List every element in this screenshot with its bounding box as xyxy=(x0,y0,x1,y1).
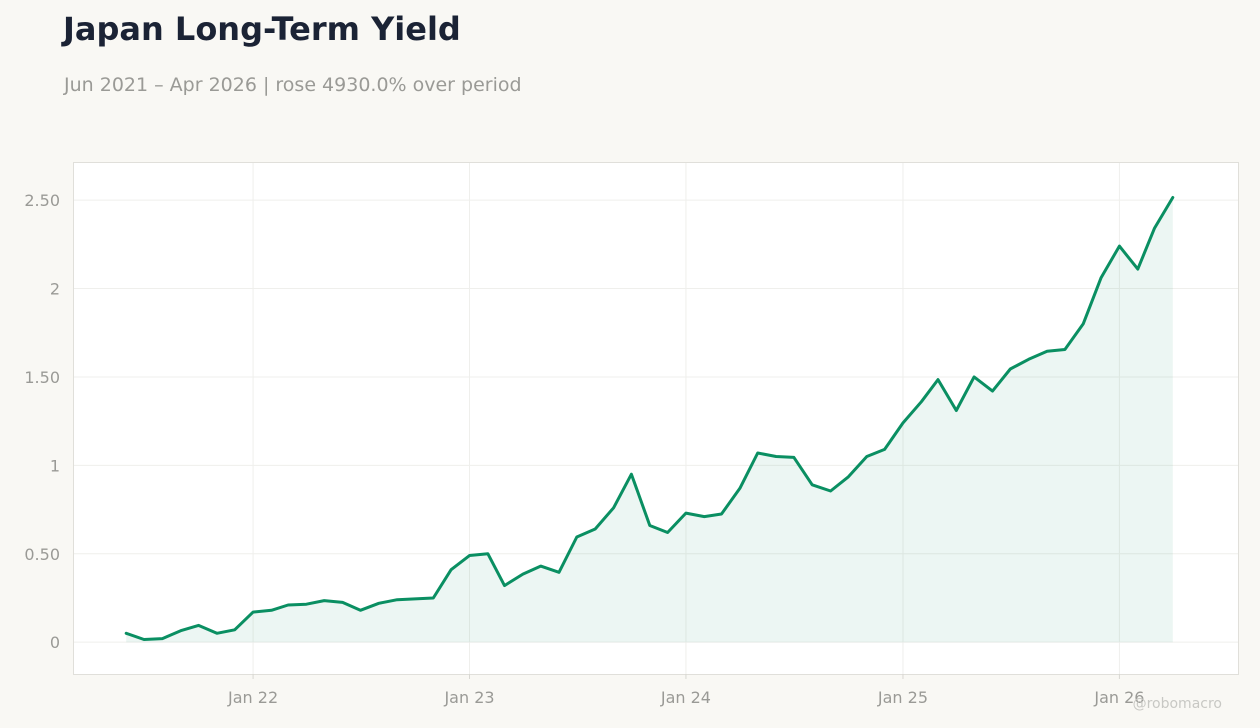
y-tick-label: 2 xyxy=(50,280,60,299)
plot-area xyxy=(73,162,1239,675)
data-point xyxy=(1064,348,1067,351)
y-axis-ticks: 0 0.50 1 1.50 2 2.50 xyxy=(24,191,60,652)
data-point xyxy=(756,452,759,455)
data-point xyxy=(1118,245,1121,248)
data-point xyxy=(920,400,923,403)
y-tick-label: 2.50 xyxy=(24,191,60,210)
data-point xyxy=(1046,350,1049,353)
watermark: @robomacro xyxy=(1132,696,1222,712)
data-point xyxy=(359,609,362,612)
data-point xyxy=(539,565,542,568)
y-tick-label: 1 xyxy=(50,456,60,475)
data-point xyxy=(1100,277,1103,280)
data-point xyxy=(1153,227,1156,230)
data-point xyxy=(575,536,578,539)
data-point xyxy=(522,573,525,576)
data-point xyxy=(703,515,706,518)
x-tick-label: Jan 24 xyxy=(660,688,711,707)
data-point xyxy=(125,632,128,635)
data-point xyxy=(955,409,958,412)
x-tick-label: Jan 22 xyxy=(227,688,278,707)
y-tick-label: 1.50 xyxy=(24,368,60,387)
x-tick-label: Jan 23 xyxy=(443,688,494,707)
x-tick-label: Jan 25 xyxy=(877,688,928,707)
data-point xyxy=(558,571,561,574)
data-point xyxy=(612,506,615,509)
x-axis-ticks: Jan 22 Jan 23 Jan 24 Jan 25 Jan 26 xyxy=(227,674,1144,707)
data-point xyxy=(1027,358,1030,361)
data-point xyxy=(865,455,868,458)
data-point xyxy=(739,487,742,490)
data-point xyxy=(594,528,597,531)
series-line xyxy=(124,196,1175,641)
data-point xyxy=(1136,268,1139,271)
grid-lines xyxy=(74,163,1238,674)
data-point xyxy=(1171,196,1174,199)
data-point xyxy=(305,603,308,606)
data-point xyxy=(197,624,200,627)
chart-title: Japan Long-Term Yield xyxy=(63,10,461,48)
data-point xyxy=(377,602,380,605)
data-point xyxy=(847,475,850,478)
data-point xyxy=(323,599,326,602)
area-layer xyxy=(126,197,1173,643)
data-point xyxy=(487,552,490,555)
data-point xyxy=(252,611,255,614)
data-point xyxy=(1009,368,1012,371)
data-point xyxy=(648,524,651,527)
x-tick-label: Jan 26 xyxy=(1093,688,1144,707)
series-area xyxy=(126,197,1173,643)
data-point xyxy=(287,604,290,607)
data-point xyxy=(161,637,164,640)
chart-subtitle: Jun 2021 – Apr 2026 | rose 4930.0% over … xyxy=(64,74,522,96)
data-point xyxy=(883,448,886,451)
data-point xyxy=(775,455,778,458)
data-point xyxy=(902,422,905,425)
data-point xyxy=(414,598,417,601)
line-layer xyxy=(124,196,1175,641)
data-point xyxy=(216,632,219,635)
data-point xyxy=(270,609,273,612)
data-point xyxy=(396,598,399,601)
y-tick-label: 0 xyxy=(50,633,60,652)
data-point xyxy=(685,512,688,515)
data-point xyxy=(1082,323,1085,326)
data-point xyxy=(143,638,146,641)
data-point xyxy=(630,473,633,476)
data-point xyxy=(503,584,506,587)
data-point xyxy=(432,597,435,600)
data-point xyxy=(937,378,940,381)
data-point xyxy=(468,554,471,557)
data-point xyxy=(991,390,994,393)
data-point xyxy=(233,628,236,631)
y-tick-label: 0.50 xyxy=(24,545,60,564)
data-point xyxy=(793,456,796,459)
data-point xyxy=(811,483,814,486)
data-point xyxy=(829,490,832,493)
data-point xyxy=(179,629,182,632)
data-point xyxy=(720,513,723,516)
data-point xyxy=(973,376,976,379)
data-point xyxy=(450,568,453,571)
data-point xyxy=(341,601,344,604)
data-point xyxy=(666,531,669,534)
